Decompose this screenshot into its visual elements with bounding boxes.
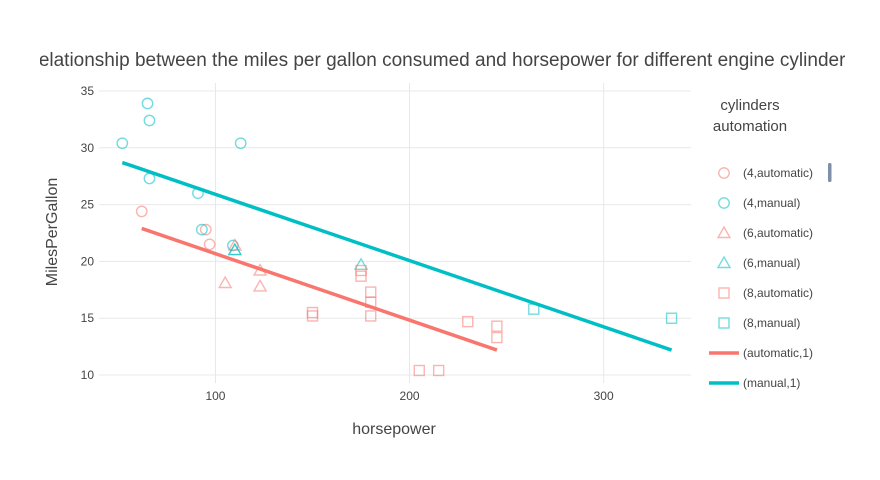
legend-label: (6,manual) xyxy=(743,256,800,270)
y-tick-label: 15 xyxy=(81,311,95,325)
data-point-square xyxy=(413,364,425,377)
legend-item[interactable]: (manual,1) xyxy=(709,376,800,390)
y-tick-label: 30 xyxy=(81,141,95,155)
legend-label: (manual,1) xyxy=(743,376,800,390)
y-tick-label: 10 xyxy=(81,368,95,382)
fit-line xyxy=(121,160,673,352)
data-point-triangle xyxy=(227,238,243,251)
data-point-circle xyxy=(116,137,129,150)
legend-swatch-circle xyxy=(718,197,730,209)
data-point-circle xyxy=(141,97,154,110)
y-tick-label: 25 xyxy=(81,198,95,212)
data-point-circle xyxy=(234,137,247,150)
x-axis-ticks: 100 200 300 xyxy=(205,389,614,403)
legend-swatch-circle xyxy=(718,167,730,179)
x-axis-title: horsepower xyxy=(352,421,436,438)
y-axis-ticks: 10 15 20 25 30 35 xyxy=(81,84,95,382)
data-point-triangle xyxy=(353,257,369,271)
legend-label: (4,automatic) xyxy=(743,166,813,180)
data-point-triangle xyxy=(252,278,268,292)
data-point-square xyxy=(355,264,367,277)
legend-item[interactable]: (8,manual) xyxy=(718,316,800,330)
legend: cylinders automation (4,automatic) (4,man… xyxy=(709,97,832,390)
data-point-square xyxy=(365,310,377,322)
data-point-triangle xyxy=(227,242,243,256)
data-point-triangle xyxy=(217,275,233,289)
legend-title-line-1: cylinders xyxy=(720,97,779,114)
data-point-square xyxy=(365,286,377,298)
legend-item[interactable]: (6,automatic) xyxy=(716,225,813,240)
x-tick-label: 200 xyxy=(400,389,420,403)
legend-label: (6,automatic) xyxy=(743,226,813,240)
legend-item[interactable]: (8,automatic) xyxy=(718,286,813,300)
legend-label: (8,automatic) xyxy=(743,286,813,300)
legend-item[interactable]: (6,manual) xyxy=(716,255,800,270)
grid-lines xyxy=(99,83,691,383)
data-point-circle xyxy=(195,223,208,236)
y-axis-title: MilesPerGallon xyxy=(44,178,61,286)
legend-label: (automatic,1) xyxy=(743,346,813,360)
legend-scrollbar[interactable] xyxy=(828,163,832,182)
y-tick-label: 20 xyxy=(81,254,95,268)
data-point-square xyxy=(432,364,445,377)
legend-title-line-2: automation xyxy=(713,118,787,135)
fit-line xyxy=(141,226,498,352)
data-point-circle xyxy=(135,205,148,218)
legend-items: (4,automatic) (4,manual) (6,automatic) (6,m… xyxy=(709,166,813,390)
legend-label: (8,manual) xyxy=(743,316,800,330)
x-tick-label: 300 xyxy=(594,389,614,403)
data-point-circle xyxy=(203,238,216,251)
legend-swatch-square xyxy=(718,317,730,329)
data-point-square xyxy=(462,315,474,328)
legend-swatch-triangle xyxy=(716,255,732,269)
data-point-circle xyxy=(143,114,156,127)
y-tick-label: 35 xyxy=(81,84,95,98)
legend-label: (4,manual) xyxy=(743,196,800,210)
legend-swatch-triangle xyxy=(716,225,732,239)
legend-item[interactable]: (automatic,1) xyxy=(709,346,813,360)
data-point-square xyxy=(306,310,319,322)
legend-item[interactable]: (4,manual) xyxy=(718,196,801,210)
data-point-circle xyxy=(199,223,212,236)
chart-title: Relationship between the miles per gallo… xyxy=(25,50,855,71)
data-point-square xyxy=(665,312,678,324)
legend-item[interactable]: (4,automatic) xyxy=(718,166,813,180)
plot-area xyxy=(116,97,678,377)
data-point-square xyxy=(306,306,319,319)
data-point-square xyxy=(491,320,503,332)
x-tick-label: 100 xyxy=(205,389,225,403)
legend-swatch-square xyxy=(718,287,730,299)
data-point-square xyxy=(491,331,503,344)
